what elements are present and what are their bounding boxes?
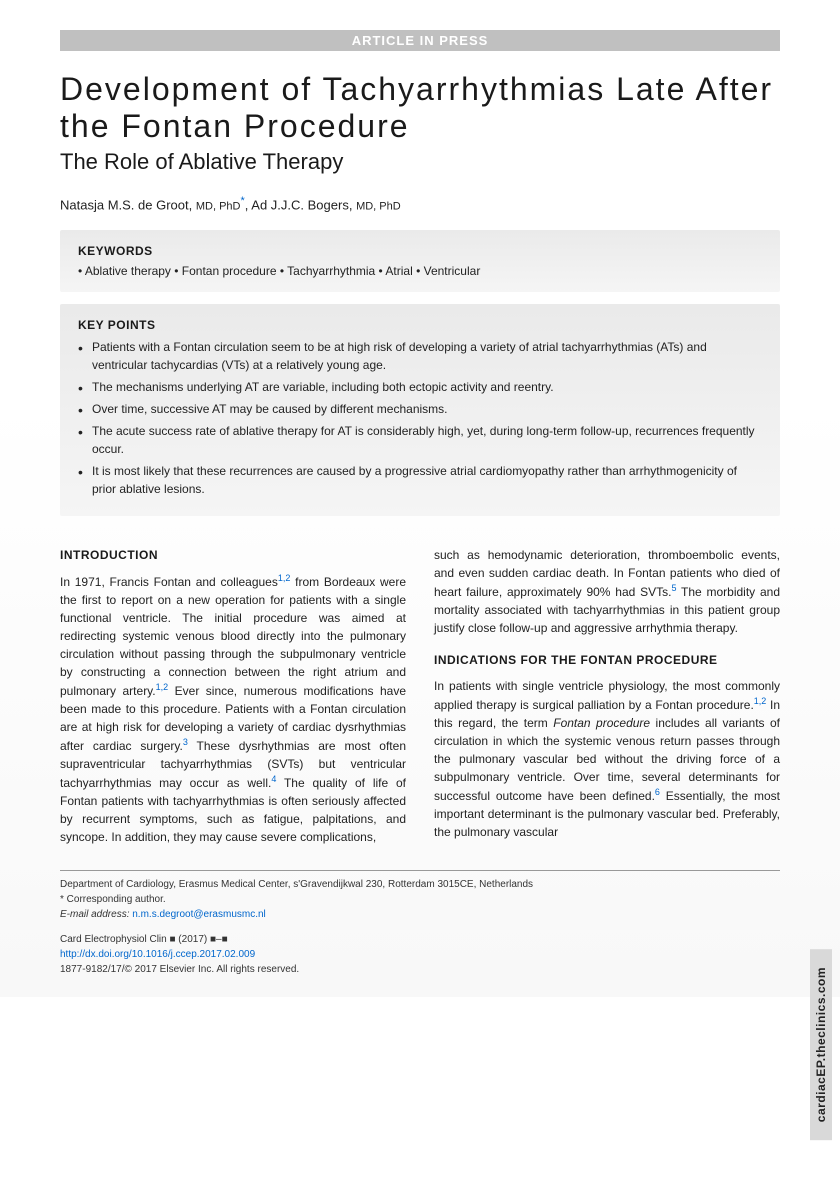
article-subtitle: The Role of Ablative Therapy xyxy=(60,149,780,175)
copyright-text: 1877-9182/17/© 2017 Elsevier Inc. All ri… xyxy=(60,962,780,977)
indications-heading: INDICATIONS FOR THE FONTAN PROCEDURE xyxy=(434,651,780,669)
italic-term: Fontan procedure xyxy=(553,716,650,730)
intro-continuation: such as hemodynamic deterioration, throm… xyxy=(434,546,780,637)
footer-divider xyxy=(60,870,780,871)
author-1-degree: MD, PhD xyxy=(196,200,241,212)
article-title: Development of Tachyarrhythmias Late Aft… xyxy=(60,71,780,145)
email-link[interactable]: n.m.s.degroot@erasmusmc.nl xyxy=(132,909,266,920)
reference-link[interactable]: 1,2 xyxy=(754,696,767,706)
keypoint-item: The acute success rate of ablative thera… xyxy=(78,422,762,458)
author-2-degree: MD, PhD xyxy=(356,200,401,212)
keywords-box: KEYWORDS • Ablative therapy • Fontan pro… xyxy=(60,230,780,292)
keypoints-heading: KEY POINTS xyxy=(78,318,762,332)
author-2-name: Ad J.J.C. Bogers xyxy=(251,197,349,212)
keypoints-list: Patients with a Fontan circulation seem … xyxy=(78,338,762,498)
authors-line: Natasja M.S. de Groot, MD, PhD*, Ad J.J.… xyxy=(60,195,780,212)
column-left: INTRODUCTION In 1971, Francis Fontan and… xyxy=(60,546,406,846)
reference-link[interactable]: 1,2 xyxy=(278,573,291,583)
text: In 1971, Francis Fontan and colleagues xyxy=(60,575,278,589)
text: from Bordeaux were the first to report o… xyxy=(60,575,406,698)
corresponding-text: * Corresponding author. xyxy=(60,892,780,907)
reference-link[interactable]: 1,2 xyxy=(156,682,169,692)
article-in-press-bar: ARTICLE IN PRESS xyxy=(60,30,780,51)
keypoint-item: Over time, successive AT may be caused b… xyxy=(78,400,762,418)
affiliation-text: Department of Cardiology, Erasmus Medica… xyxy=(60,877,780,892)
text: In patients with single ventricle physio… xyxy=(434,679,780,712)
footer: Department of Cardiology, Erasmus Medica… xyxy=(60,877,780,977)
side-website-tab[interactable]: cardiacEP.theclinics.com xyxy=(810,949,832,1140)
keywords-heading: KEYWORDS xyxy=(78,244,762,258)
column-right: such as hemodynamic deterioration, throm… xyxy=(434,546,780,846)
body-columns: INTRODUCTION In 1971, Francis Fontan and… xyxy=(60,546,780,846)
email-label: E-mail address: xyxy=(60,909,129,920)
keywords-text: • Ablative therapy • Fontan procedure • … xyxy=(78,264,762,278)
keypoint-item: Patients with a Fontan circulation seem … xyxy=(78,338,762,374)
author-1-name: Natasja M.S. de Groot xyxy=(60,197,189,212)
corresponding-star-icon: * xyxy=(240,195,244,207)
keypoints-box: KEY POINTS Patients with a Fontan circul… xyxy=(60,304,780,516)
keypoint-item: The mechanisms underlying AT are variabl… xyxy=(78,378,762,396)
keypoint-item: It is most likely that these recurrences… xyxy=(78,462,762,498)
doi-link[interactable]: http://dx.doi.org/10.1016/j.ccep.2017.02… xyxy=(60,949,255,960)
indications-paragraph: In patients with single ventricle physio… xyxy=(434,677,780,841)
journal-citation: Card Electrophysiol Clin ■ (2017) ■–■ xyxy=(60,932,780,947)
intro-paragraph: In 1971, Francis Fontan and colleagues1,… xyxy=(60,572,406,846)
intro-heading: INTRODUCTION xyxy=(60,546,406,564)
